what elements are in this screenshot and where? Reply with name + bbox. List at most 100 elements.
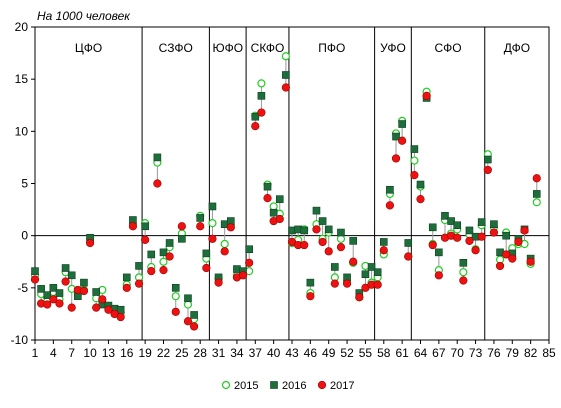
point-2016: [269, 208, 278, 217]
point-2017: [508, 254, 517, 263]
point-2017: [465, 236, 474, 245]
x-tick-label: 25: [175, 346, 189, 360]
point-2016: [435, 248, 443, 257]
point-2016: [373, 268, 382, 276]
legend-marker-2015: [221, 380, 231, 390]
point-2017: [379, 246, 388, 255]
point-2016: [502, 231, 510, 240]
x-tick-label: 64: [414, 346, 428, 360]
point-2016: [398, 120, 406, 128]
point-2017: [79, 286, 89, 296]
point-2017: [55, 299, 64, 308]
legend-marker-2017: [317, 380, 327, 390]
region-label: СЗФО: [159, 41, 193, 55]
point-2016: [159, 248, 168, 257]
y-tick-label: -10: [11, 333, 29, 347]
point-2017: [104, 305, 113, 314]
point-2016: [465, 226, 474, 235]
point-2015: [532, 198, 541, 207]
region-label: ЮФО: [212, 41, 243, 55]
point-2016: [349, 237, 357, 245]
point-2016: [404, 239, 413, 247]
point-2016: [282, 71, 290, 79]
x-tick-label: 58: [377, 346, 391, 360]
point-2015: [459, 268, 468, 277]
point-2016: [80, 278, 88, 287]
point-2016: [171, 284, 180, 292]
point-2017: [398, 136, 407, 145]
point-2017: [245, 258, 254, 267]
point-2017: [134, 279, 144, 288]
point-2017: [67, 303, 76, 312]
legend-item-2017: 2017: [317, 380, 354, 392]
x-tick-label: 28: [194, 346, 208, 360]
point-2017: [141, 235, 150, 244]
x-tick-label: 22: [157, 346, 171, 360]
point-2016: [379, 238, 388, 246]
point-2016: [447, 217, 455, 225]
axes-layer: -10 -5 0 5 10 15 20 1 4 7 10 13 16 19 22 25 28 31 34 37 40 43…: [11, 9, 556, 360]
legend-label-2016: 2016: [282, 380, 306, 392]
point-2016: [306, 278, 315, 287]
point-2017: [171, 307, 180, 316]
point-2016: [300, 226, 309, 235]
point-2017: [122, 283, 131, 292]
legend-item-2015: 2015: [221, 380, 258, 392]
point-2017: [92, 303, 101, 312]
point-2016: [416, 180, 425, 189]
point-2016: [43, 291, 52, 299]
point-2015: [269, 202, 278, 211]
x-tick-label: 34: [230, 346, 244, 360]
point-2017: [514, 237, 523, 247]
point-2017: [471, 246, 480, 255]
y-tick-label: 5: [21, 177, 28, 191]
point-2017: [189, 322, 199, 331]
point-2017: [453, 233, 462, 242]
point-2015: [159, 257, 168, 266]
point-2017: [251, 122, 260, 131]
point-2017: [177, 222, 186, 231]
point-2016: [275, 195, 284, 203]
point-2017: [428, 240, 437, 250]
point-2016: [392, 132, 400, 141]
point-2016: [477, 218, 486, 226]
x-tick-label: 61: [395, 346, 409, 360]
point-2017: [220, 247, 229, 256]
point-2015: [410, 156, 419, 165]
point-2017: [391, 154, 401, 163]
point-2017: [336, 243, 346, 252]
point-2016: [208, 202, 217, 211]
point-2016: [367, 263, 376, 271]
x-tick-label: 73: [469, 346, 483, 360]
x-tick-label: 1: [32, 346, 39, 360]
point-2017: [495, 261, 505, 271]
point-2017: [257, 108, 266, 117]
point-2016: [178, 234, 186, 243]
point-2015: [257, 79, 266, 88]
y-tick-label: -5: [17, 281, 28, 295]
point-2017: [373, 280, 382, 289]
point-2016: [202, 249, 211, 258]
x-tick-label: 82: [524, 346, 538, 360]
point-2016: [312, 206, 321, 215]
legend-marker-2016: [270, 381, 278, 389]
point-2016: [410, 145, 419, 153]
point-2016: [361, 270, 370, 279]
point-2017: [520, 226, 529, 235]
point-2017: [404, 252, 413, 261]
point-2016: [61, 264, 70, 272]
x-tick-label: 40: [267, 346, 281, 360]
point-2016: [67, 271, 76, 280]
point-2016: [251, 112, 260, 121]
point-2017: [489, 228, 499, 237]
series-2016: [31, 71, 541, 319]
point-2017: [324, 247, 333, 256]
point-2017: [502, 250, 511, 259]
y-tick-label: 15: [15, 72, 29, 86]
x-tick-label: 37: [249, 346, 263, 360]
point-2016: [490, 220, 498, 228]
series-2017: [30, 83, 541, 331]
point-2017: [318, 237, 327, 247]
